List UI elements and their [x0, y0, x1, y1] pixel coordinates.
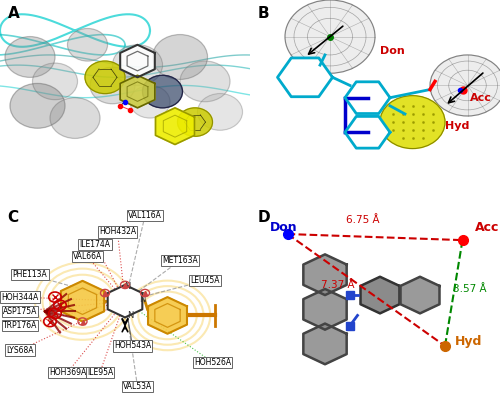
- Circle shape: [112, 45, 162, 85]
- Circle shape: [5, 37, 55, 77]
- Circle shape: [152, 35, 208, 79]
- Text: HOH543A: HOH543A: [114, 341, 151, 350]
- Text: HOH344A: HOH344A: [2, 293, 38, 302]
- Text: Don: Don: [270, 221, 297, 234]
- Polygon shape: [345, 116, 390, 148]
- Text: ILE95A: ILE95A: [87, 368, 113, 377]
- Text: PHE113A: PHE113A: [12, 270, 48, 279]
- Polygon shape: [108, 285, 142, 317]
- Text: LYS68A: LYS68A: [6, 346, 34, 354]
- Text: ILE174A: ILE174A: [80, 240, 110, 249]
- Text: Acc: Acc: [470, 93, 492, 103]
- Text: 6.75 Å: 6.75 Å: [346, 215, 380, 225]
- Circle shape: [178, 108, 212, 136]
- Polygon shape: [120, 45, 155, 77]
- Circle shape: [50, 98, 100, 138]
- Text: D: D: [258, 210, 270, 225]
- Polygon shape: [156, 108, 194, 144]
- Text: N: N: [127, 311, 133, 320]
- Text: 7.37 Å: 7.37 Å: [321, 280, 354, 290]
- Circle shape: [90, 67, 135, 104]
- Circle shape: [68, 28, 108, 61]
- Polygon shape: [148, 297, 187, 334]
- Text: HOH369A: HOH369A: [49, 368, 86, 377]
- Circle shape: [85, 61, 125, 94]
- Circle shape: [380, 96, 445, 149]
- Text: LEU45A: LEU45A: [190, 276, 220, 285]
- Text: Hyd: Hyd: [445, 121, 469, 131]
- Circle shape: [430, 55, 500, 116]
- Circle shape: [198, 94, 242, 130]
- Text: TRP176A: TRP176A: [3, 321, 37, 330]
- Text: Acc: Acc: [475, 221, 500, 234]
- Text: N: N: [124, 282, 130, 291]
- Text: Hyd: Hyd: [455, 335, 482, 348]
- Text: VAL116A: VAL116A: [128, 211, 162, 220]
- Polygon shape: [360, 277, 400, 313]
- Circle shape: [142, 75, 182, 108]
- Polygon shape: [61, 281, 104, 322]
- Text: Don: Don: [380, 46, 405, 56]
- Polygon shape: [120, 75, 155, 108]
- Text: B: B: [258, 6, 269, 21]
- Text: MET163A: MET163A: [162, 256, 198, 265]
- Polygon shape: [278, 58, 332, 97]
- Text: VAL66A: VAL66A: [73, 252, 102, 261]
- Text: N: N: [140, 295, 145, 304]
- Circle shape: [285, 0, 375, 73]
- Circle shape: [10, 83, 65, 128]
- Polygon shape: [345, 82, 390, 114]
- Circle shape: [130, 85, 170, 118]
- Circle shape: [32, 63, 78, 100]
- Polygon shape: [304, 289, 346, 330]
- Polygon shape: [400, 277, 440, 313]
- Text: HOH432A: HOH432A: [99, 228, 136, 236]
- Text: HOH526A: HOH526A: [194, 358, 231, 367]
- Text: C: C: [8, 210, 18, 225]
- Text: 3.57 Å: 3.57 Å: [453, 284, 487, 294]
- Circle shape: [180, 61, 230, 102]
- Text: A: A: [8, 6, 19, 21]
- Text: ASP175A: ASP175A: [3, 307, 37, 316]
- Polygon shape: [304, 324, 346, 364]
- Text: VAL53A: VAL53A: [123, 382, 152, 391]
- Polygon shape: [304, 254, 346, 295]
